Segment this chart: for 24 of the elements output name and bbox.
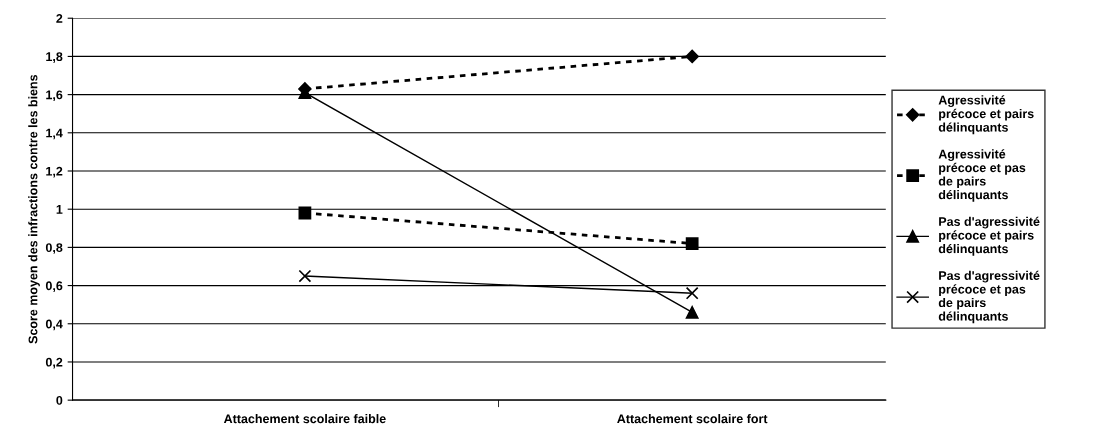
legend-label: Pas d'agressivité précoce et pairs délinquants: [938, 216, 1040, 256]
y-tick-label: 2: [56, 14, 63, 23]
point: [298, 269, 312, 283]
point: [298, 206, 312, 220]
y-tick-label: 1: [56, 205, 63, 214]
legend-label: Pas d'agressivité précoce et pas de pairs délinquants: [938, 270, 1040, 324]
y-tick-label: 0: [56, 395, 63, 405]
y-tick-label: 0,6: [45, 281, 63, 293]
point: [685, 286, 699, 300]
y-tick-label: 0,2: [45, 357, 63, 369]
y-tick-label: 1,8: [46, 52, 63, 63]
y-tick-label: 1,4: [46, 128, 63, 140]
y-tick-label: 0,8: [45, 243, 63, 254]
point: [685, 237, 699, 250]
point: [685, 305, 699, 319]
y-tick-label: 0,4: [45, 319, 63, 331]
y-axis-title: Score moyen des infractions contre les biens: [28, 74, 40, 344]
point: [685, 49, 699, 64]
y-tick-label: 1,6: [46, 90, 63, 102]
y-tick-label: 1,2: [46, 166, 63, 178]
legend-label: Agressivité précoce et pas de pairs délinquants: [938, 149, 1026, 202]
legend-label: Agressivité précoce et pairs délinquants: [938, 95, 1034, 135]
x-tick-label: Attachement scolaire faible: [223, 414, 386, 424]
x-tick-label: Attachement scolaire fort: [617, 414, 768, 424]
